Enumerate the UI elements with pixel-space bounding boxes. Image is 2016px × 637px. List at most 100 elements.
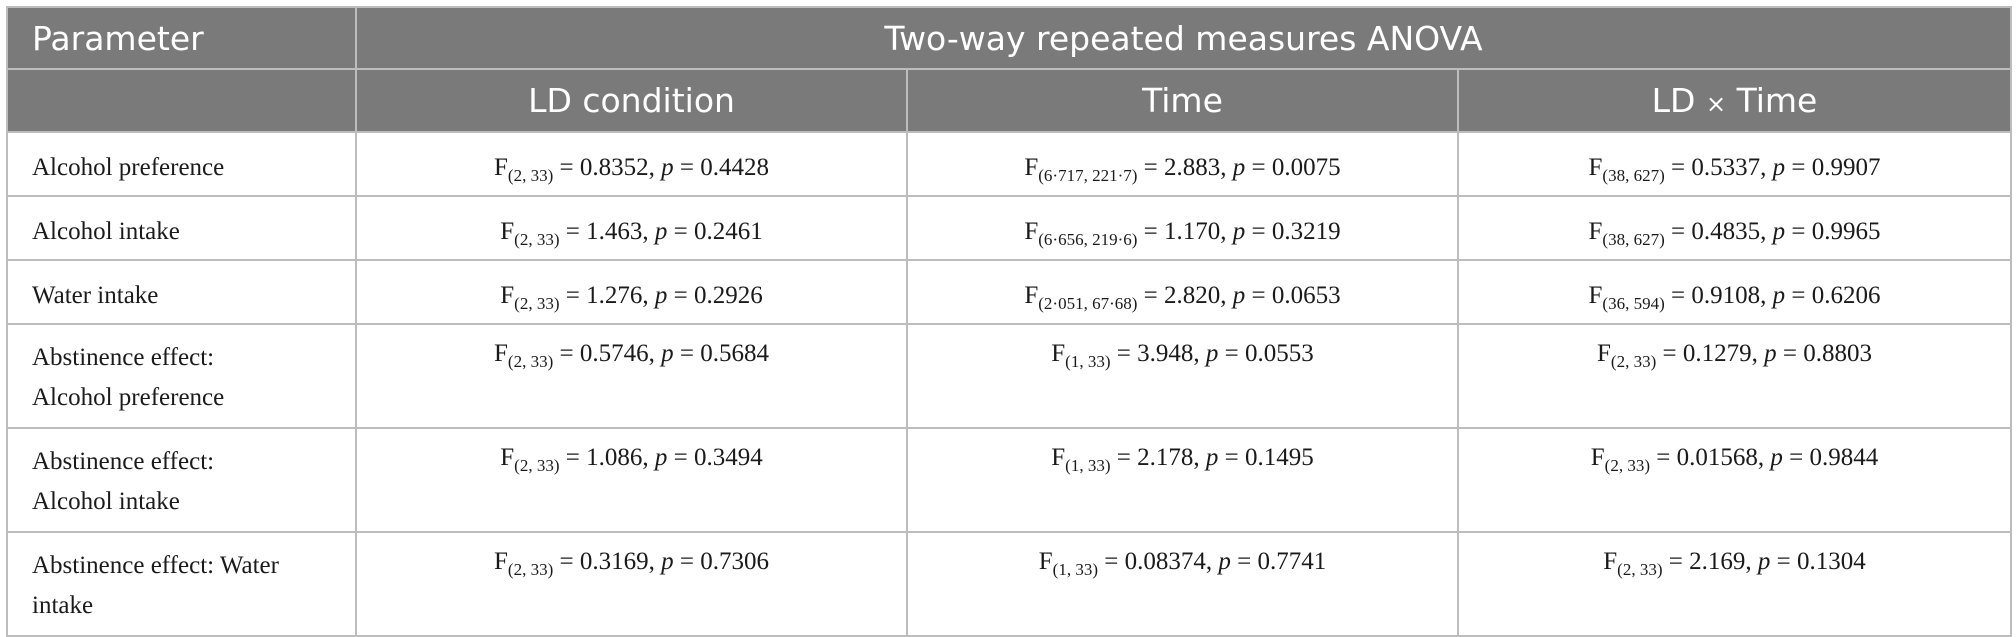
table-body: Alcohol preference F(2, 33) = 0.8352, p … xyxy=(6,131,2012,637)
degrees-of-freedom: (1, 33) xyxy=(1065,352,1111,371)
degrees-of-freedom: (38, 627) xyxy=(1602,230,1665,249)
header-time: Time xyxy=(906,68,1459,133)
f-value: = 0.1279, xyxy=(1656,340,1765,367)
p-value: = 0.8803 xyxy=(1776,340,1872,367)
p-symbol: p xyxy=(661,154,674,181)
parameter-label-line2: intake xyxy=(32,592,94,619)
p-symbol: p xyxy=(1232,282,1246,309)
p-symbol: p xyxy=(1205,340,1219,367)
header-parameter: Parameter xyxy=(6,6,357,70)
p-symbol: p xyxy=(661,340,674,367)
parameter-label-line1: Abstinence effect: xyxy=(32,344,215,371)
degrees-of-freedom: (1, 33) xyxy=(1052,560,1098,579)
degrees-of-freedom: (2, 33) xyxy=(507,166,554,185)
f-symbol: F xyxy=(1603,548,1618,575)
interaction-cell: F(38, 627) = 0.4835, p = 0.9965 xyxy=(1457,195,2012,261)
p-symbol: p xyxy=(1772,218,1786,245)
parameter-label-line1: Abstinence effect: xyxy=(32,448,215,475)
p-value: = 0.2461 xyxy=(667,218,763,245)
interaction-cell: F(2, 33) = 0.01568, p = 0.9844 xyxy=(1457,427,2012,533)
f-symbol: F xyxy=(1588,218,1603,245)
f-symbol: F xyxy=(494,154,508,181)
f-symbol: F xyxy=(1024,282,1039,309)
f-value: = 2.820, xyxy=(1137,282,1233,309)
ld-condition-cell: F(2, 33) = 0.3169, p = 0.7306 xyxy=(355,531,908,637)
table-row: Alcohol preference F(2, 33) = 0.8352, p … xyxy=(6,131,2012,197)
p-symbol: p xyxy=(1757,548,1771,575)
f-symbol: F xyxy=(1588,154,1603,181)
f-value: = 1.463, xyxy=(559,218,655,245)
f-symbol: F xyxy=(1590,444,1605,471)
p-symbol: p xyxy=(654,218,668,245)
p-value: = 0.3494 xyxy=(667,444,763,471)
table-row: Water intake F(2, 33) = 1.276, p = 0.292… xyxy=(6,259,2012,325)
f-symbol: F xyxy=(1024,154,1039,181)
degrees-of-freedom: (2, 33) xyxy=(1610,352,1657,371)
f-value: = 3.948, xyxy=(1110,340,1206,367)
interaction-cell: F(2, 33) = 0.1279, p = 0.8803 xyxy=(1457,323,2012,429)
parameter-cell: Abstinence effect: Water intake xyxy=(6,531,357,637)
p-symbol: p xyxy=(654,282,668,309)
p-value: = 0.0653 xyxy=(1245,282,1341,309)
time-cell: F(6·717, 221·7) = 2.883, p = 0.0075 xyxy=(906,131,1459,197)
f-value: = 0.5746, xyxy=(553,340,662,367)
p-value: = 0.0553 xyxy=(1218,340,1314,367)
f-value: = 2.883, xyxy=(1137,154,1233,181)
ld-condition-cell: F(2, 33) = 1.086, p = 0.3494 xyxy=(355,427,908,533)
f-symbol: F xyxy=(500,282,515,309)
f-value: = 0.3169, xyxy=(553,548,662,575)
p-value: = 0.3219 xyxy=(1245,218,1341,245)
time-cell: F(1, 33) = 0.08374, p = 0.7741 xyxy=(906,531,1459,637)
table-row: Abstinence effect: Alcohol intake F(2, 33… xyxy=(6,427,2012,533)
f-value: = 0.4835, xyxy=(1664,218,1773,245)
p-value: = 0.9844 xyxy=(1782,444,1879,471)
f-value: = 2.178, xyxy=(1110,444,1206,471)
f-value: = 0.9108, xyxy=(1664,282,1773,309)
f-value: = 1.276, xyxy=(559,282,655,309)
f-symbol: F xyxy=(500,218,515,245)
parameter-cell: Alcohol preference xyxy=(6,131,357,197)
table-row: Abstinence effect: Alcohol preference F(2… xyxy=(6,323,2012,429)
time-cell: F(2·051, 67·68) = 2.820, p = 0.0653 xyxy=(906,259,1459,325)
f-symbol: F xyxy=(1597,340,1611,367)
f-value: = 2.169, xyxy=(1662,548,1758,575)
degrees-of-freedom: (6·717, 221·7) xyxy=(1038,166,1138,185)
p-symbol: p xyxy=(654,444,668,471)
degrees-of-freedom: (2, 33) xyxy=(507,352,554,371)
interaction-cell: F(36, 594) = 0.9108, p = 0.6206 xyxy=(1457,259,2012,325)
f-value: = 0.08374, xyxy=(1098,548,1219,575)
parameter-label-line1: Abstinence effect: Water xyxy=(32,552,279,579)
degrees-of-freedom: (6·656, 219·6) xyxy=(1038,230,1138,249)
parameter-cell: Alcohol intake xyxy=(6,195,357,261)
parameter-cell: Abstinence effect: Alcohol intake xyxy=(6,427,357,533)
degrees-of-freedom: (1, 33) xyxy=(1065,456,1111,475)
ld-condition-cell: F(2, 33) = 1.276, p = 0.2926 xyxy=(355,259,908,325)
parameter-label-line2: Alcohol preference xyxy=(32,384,225,411)
header-interaction: LD × Time xyxy=(1457,68,2012,133)
parameter-cell: Water intake xyxy=(6,259,357,325)
p-value: = 0.1495 xyxy=(1218,444,1314,471)
f-symbol: F xyxy=(1051,444,1066,471)
p-symbol: p xyxy=(1232,218,1246,245)
parameter-label: Water intake xyxy=(32,282,159,309)
table-row: Alcohol intake F(2, 33) = 1.463, p = 0.2… xyxy=(6,195,2012,261)
f-value: = 0.01568, xyxy=(1650,444,1771,471)
degrees-of-freedom: (2, 33) xyxy=(514,456,560,475)
interaction-cell: F(2, 33) = 2.169, p = 0.1304 xyxy=(1457,531,2012,637)
interaction-cell: F(38, 627) = 0.5337, p = 0.9907 xyxy=(1457,131,2012,197)
p-value: = 0.7306 xyxy=(673,548,769,575)
p-symbol: p xyxy=(1764,340,1777,367)
header-interaction-time: Time xyxy=(1726,81,1818,120)
degrees-of-freedom: (38, 627) xyxy=(1602,166,1665,185)
degrees-of-freedom: (2, 33) xyxy=(1617,560,1663,579)
header-blank xyxy=(6,68,357,133)
times-symbol: × xyxy=(1705,90,1727,118)
anova-table: Parameter Two-way repeated measures ANOV… xyxy=(6,6,2012,637)
f-symbol: F xyxy=(494,548,508,575)
p-symbol: p xyxy=(1205,444,1219,471)
time-cell: F(1, 33) = 2.178, p = 0.1495 xyxy=(906,427,1459,533)
table-header: Parameter Two-way repeated measures ANOV… xyxy=(6,6,2012,133)
degrees-of-freedom: (2, 33) xyxy=(514,294,560,313)
f-symbol: F xyxy=(1038,548,1053,575)
time-cell: F(1, 33) = 3.948, p = 0.0553 xyxy=(906,323,1459,429)
